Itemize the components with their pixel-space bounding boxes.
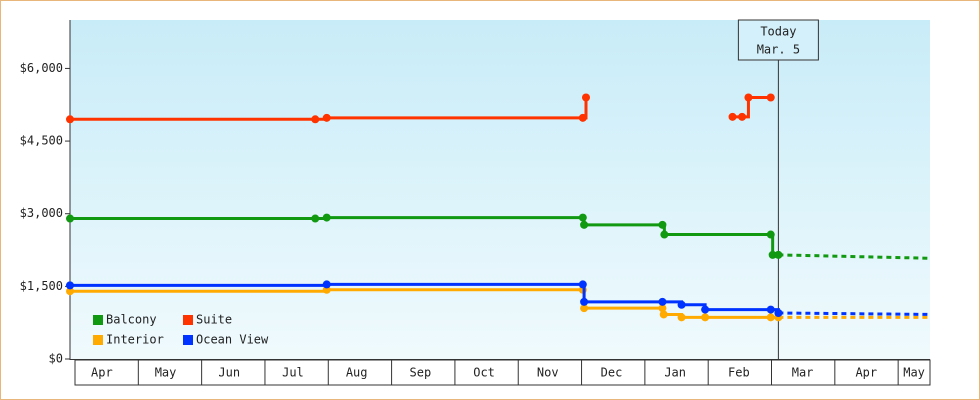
series-marker <box>660 230 669 239</box>
series-marker <box>701 313 710 322</box>
x-tick-label: Aug <box>346 366 368 380</box>
series-marker <box>774 308 783 317</box>
series-marker <box>311 214 320 223</box>
x-tick-label: Jan <box>664 366 686 380</box>
x-tick-label: Jun <box>218 366 240 380</box>
x-tick-label: Dec <box>601 366 623 380</box>
x-tick-label: Mar <box>792 366 814 380</box>
x-tick-label: Apr <box>91 366 113 380</box>
series-marker <box>658 220 667 229</box>
series-marker <box>580 304 589 313</box>
y-tick-label: $1,500 <box>20 279 63 293</box>
series-marker <box>766 230 775 239</box>
today-label: Today <box>760 25 796 39</box>
series-line <box>70 282 780 313</box>
legend-swatch <box>183 315 193 325</box>
x-axis-band <box>74 359 931 386</box>
series-marker <box>658 297 667 306</box>
legend-label: Ocean View <box>196 333 269 347</box>
y-tick-label: $0 <box>49 352 63 366</box>
x-tick-label: Jul <box>282 366 304 380</box>
x-tick-label: May <box>155 366 177 380</box>
series-marker <box>578 113 587 122</box>
series-marker <box>766 313 775 322</box>
plot-area <box>70 20 930 359</box>
legend-swatch <box>183 335 193 345</box>
series-marker <box>66 115 74 124</box>
series-marker <box>744 93 753 102</box>
series-marker <box>322 280 331 289</box>
x-tick-label: Sep <box>410 366 432 380</box>
legend-label: Suite <box>196 313 232 327</box>
x-tick-label: Nov <box>537 366 559 380</box>
series-marker <box>766 93 775 102</box>
series-marker <box>774 250 783 259</box>
series-marker <box>582 93 590 102</box>
series-marker <box>701 305 710 314</box>
series-marker <box>766 305 775 314</box>
today-label: Mar. 5 <box>757 43 800 57</box>
y-tick-label: $4,500 <box>20 134 63 148</box>
series-marker <box>580 220 589 229</box>
x-tick-label: Apr <box>855 366 877 380</box>
x-tick-label: Feb <box>728 366 750 380</box>
legend-swatch <box>93 335 103 345</box>
x-tick-label: May <box>903 366 925 380</box>
series-marker <box>578 213 587 222</box>
series-marker <box>768 250 777 259</box>
series-marker <box>677 313 686 322</box>
legend-swatch <box>93 315 103 325</box>
series-marker <box>322 113 331 122</box>
today-box <box>737 19 819 61</box>
series-marker <box>677 300 686 309</box>
series-marker <box>311 115 320 124</box>
series-marker <box>66 214 74 223</box>
forecast-line <box>778 253 931 260</box>
series-marker <box>66 281 74 290</box>
series-marker <box>578 280 587 289</box>
forecast-line <box>778 311 931 316</box>
series-marker <box>580 297 589 306</box>
x-tick-label: Oct <box>473 366 495 380</box>
y-tick-label: $3,000 <box>20 206 63 220</box>
y-tick-label: $6,000 <box>20 61 63 75</box>
series-marker <box>658 304 667 313</box>
series-marker <box>66 287 74 296</box>
series-marker <box>738 112 747 121</box>
legend-label: Balcony <box>106 313 157 327</box>
series-marker <box>659 310 668 319</box>
series-marker <box>322 213 331 222</box>
series-marker <box>728 112 737 121</box>
legend-label: Interior <box>106 333 164 347</box>
